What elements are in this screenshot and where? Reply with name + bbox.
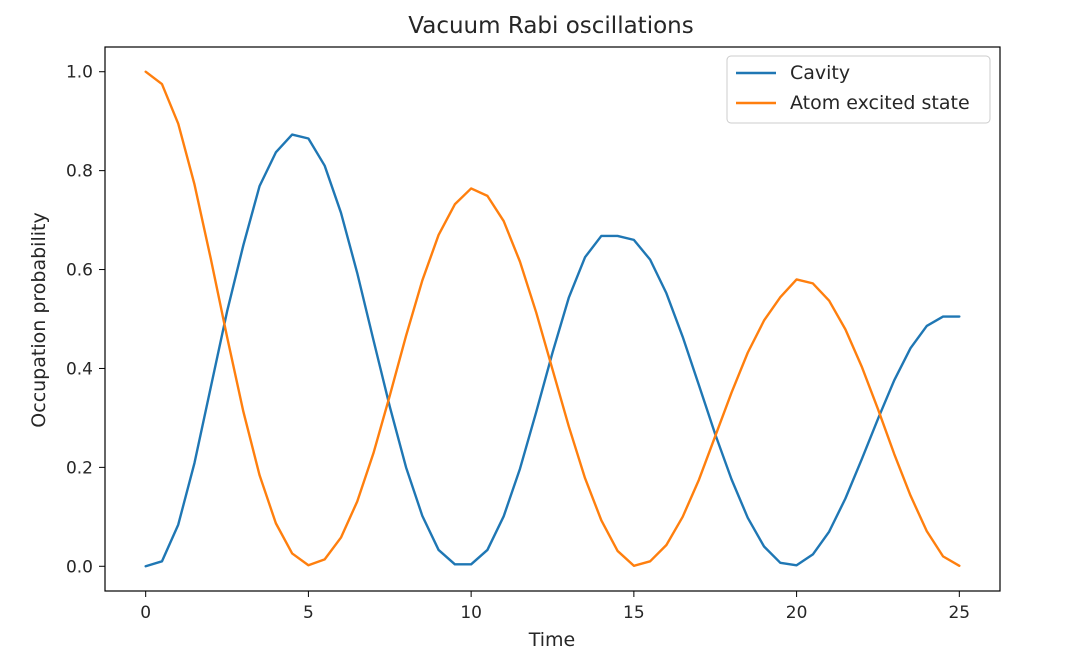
x-tick-label: 5 [303,603,314,623]
x-axis-label: Time [528,629,576,651]
x-tick-label: 10 [460,603,482,623]
x-tick-label: 0 [140,603,151,623]
x-axis: 0 5 10 15 20 25 [140,591,970,623]
series-line-atom-excited-state [144,70,961,567]
y-tick-label: 0.4 [66,359,93,379]
x-tick-label: 15 [623,603,645,623]
legend-label-atom-excited-state: Atom excited state [790,92,970,114]
legend-label-cavity: Cavity [790,62,850,84]
y-tick-label: 0.2 [66,458,93,478]
x-tick-label: 20 [786,603,808,623]
y-tick-label: 0.6 [66,261,93,281]
plot-frame [104,46,1001,592]
y-axis: 0.0 0.2 0.4 0.6 0.8 1.0 [66,63,105,577]
y-axis-label: Occupation probability [28,212,50,427]
series-layer [144,70,961,568]
y-tick-label: 0.8 [66,162,93,182]
x-tick-label: 25 [948,603,970,623]
legend-box [726,55,991,124]
series-line-cavity [144,133,961,568]
legend: Cavity Atom excited state [726,55,991,124]
y-tick-label: 0.0 [66,557,93,577]
y-tick-label: 1.0 [66,63,93,83]
chart-title: Vacuum Rabi oscillations [408,13,693,39]
